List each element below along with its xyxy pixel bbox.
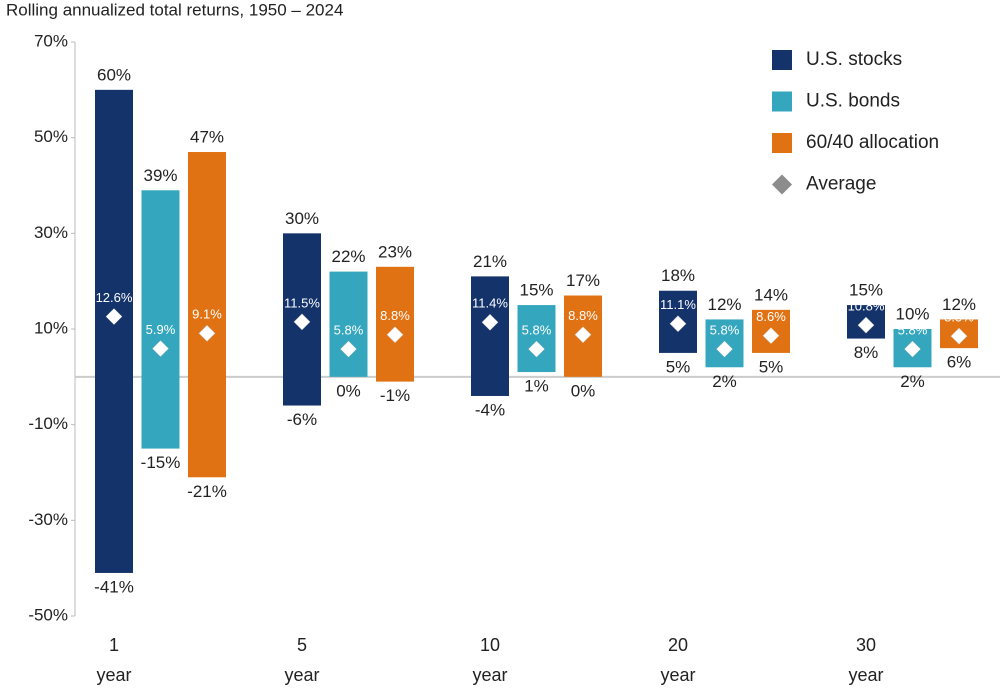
average-label: 5.8%: [710, 323, 740, 338]
legend-swatch: [772, 50, 792, 70]
average-marker: [857, 316, 875, 334]
low-label: 8%: [854, 343, 879, 362]
x-tick-label: 10 year: [472, 635, 508, 685]
average-marker: [481, 313, 499, 331]
low-label: -41%: [94, 577, 134, 596]
low-label: 6%: [947, 353, 972, 372]
legend-swatch: [772, 174, 792, 195]
low-label: 0%: [336, 381, 361, 400]
high-label: 10%: [895, 304, 929, 323]
average-label: 11.4%: [472, 296, 508, 311]
low-label: 5%: [666, 357, 691, 376]
average-marker: [716, 340, 733, 358]
high-label: 30%: [285, 209, 319, 228]
range-bar: [95, 89, 133, 573]
high-label: 18%: [661, 266, 695, 285]
average-label: 11.5%: [284, 295, 320, 310]
low-label: 1%: [524, 377, 549, 396]
average-marker: [152, 340, 169, 357]
high-label: 23%: [378, 242, 412, 261]
average-marker: [950, 327, 968, 345]
average-label: 8.6%: [756, 309, 786, 324]
average-marker: [528, 340, 545, 358]
high-label: 15%: [849, 281, 883, 300]
low-label: 2%: [900, 372, 925, 391]
average-label: 5.8%: [522, 323, 552, 338]
range-bar: [471, 276, 509, 396]
y-tick-label: 30%: [34, 223, 68, 242]
average-marker: [574, 326, 592, 344]
low-label: -6%: [287, 410, 317, 429]
legend-swatch: [772, 91, 792, 112]
legend-swatch: [772, 133, 792, 153]
x-tick-label: 1 year: [96, 635, 132, 685]
high-label: 47%: [190, 128, 224, 147]
average-label: 8.8%: [568, 308, 598, 323]
x-tick-label: 20 year: [660, 635, 696, 685]
y-tick-label: -10%: [28, 414, 68, 433]
low-label: -15%: [141, 453, 181, 472]
high-label: 17%: [566, 271, 600, 290]
average-label: 8.5%: [944, 310, 974, 325]
average-marker: [293, 313, 311, 331]
y-tick-label: 70%: [34, 31, 68, 50]
legend-label: Average: [806, 174, 876, 195]
average-marker: [386, 326, 404, 344]
average-marker: [669, 315, 687, 333]
range-bar: [517, 305, 556, 373]
range-bar: [141, 190, 180, 449]
range-bar: [376, 266, 414, 382]
high-label: 39%: [143, 166, 177, 185]
low-label: 0%: [571, 381, 596, 400]
range-bar: [188, 152, 226, 478]
low-label: 5%: [759, 357, 784, 376]
low-label: 2%: [712, 372, 737, 391]
range-bar: [329, 271, 368, 377]
high-label: 22%: [331, 247, 365, 266]
average-marker: [105, 308, 123, 325]
average-label: 12.6%: [96, 290, 133, 305]
high-label: 21%: [473, 252, 507, 271]
high-label: 12%: [707, 295, 741, 314]
average-label: 8.8%: [380, 308, 410, 323]
low-label: -4%: [475, 400, 505, 419]
average-marker: [762, 327, 780, 345]
chart-title: Rolling annualized total returns, 1950 –…: [6, 0, 343, 19]
high-label: 60%: [97, 65, 131, 84]
y-tick-label: -30%: [28, 510, 68, 529]
legend-label: U.S. bonds: [806, 91, 900, 112]
y-tick-label: 50%: [34, 127, 68, 146]
low-label: -21%: [187, 482, 227, 501]
high-label: 12%: [942, 295, 976, 314]
y-tick-label: -50%: [28, 605, 68, 624]
average-label: 9.1%: [192, 307, 222, 322]
x-tick-label: 5 year: [284, 635, 320, 685]
legend-label: U.S. stocks: [806, 49, 902, 70]
y-tick-label: 10%: [34, 318, 68, 337]
average-label: 5.9%: [146, 322, 176, 337]
high-label: 14%: [754, 285, 788, 304]
average-label: 10.8%: [848, 299, 885, 314]
x-tick-label: 30 year: [848, 635, 884, 685]
average-label: 11.1%: [660, 297, 696, 312]
average-marker: [198, 324, 216, 342]
average-marker: [340, 340, 357, 358]
average-marker: [904, 340, 921, 358]
high-label: 15%: [519, 281, 553, 300]
average-label: 5.8%: [898, 323, 928, 338]
legend-label: 60/40 allocation: [806, 132, 939, 153]
low-label: -1%: [380, 386, 410, 405]
average-label: 5.8%: [334, 323, 364, 338]
